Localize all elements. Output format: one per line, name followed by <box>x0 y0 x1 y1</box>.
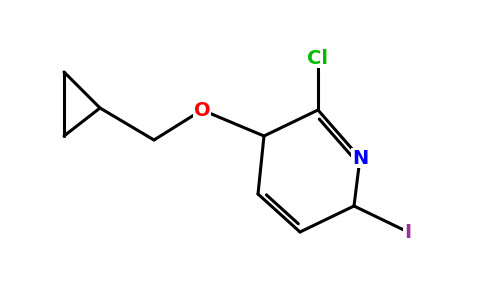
Text: Cl: Cl <box>307 49 329 68</box>
Text: N: N <box>352 148 368 167</box>
Text: O: O <box>194 100 211 119</box>
Text: I: I <box>405 223 411 242</box>
